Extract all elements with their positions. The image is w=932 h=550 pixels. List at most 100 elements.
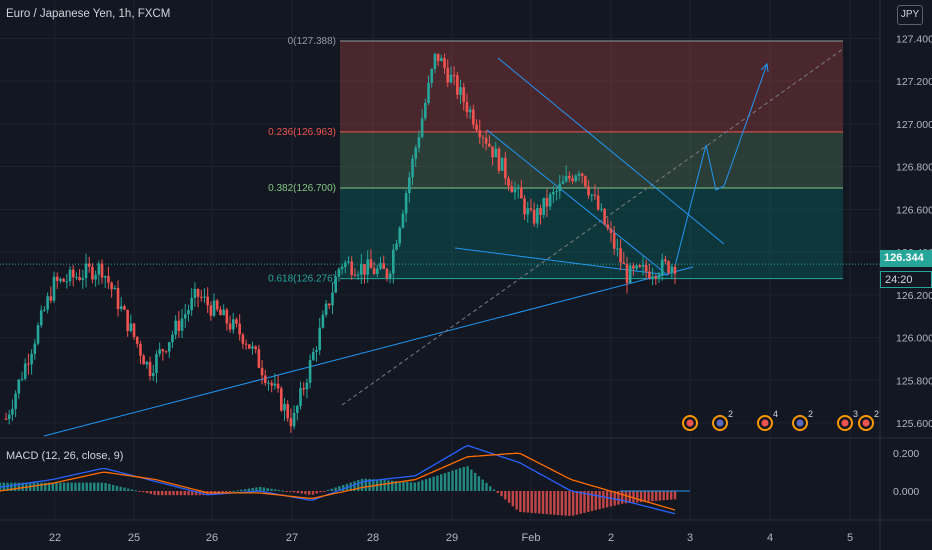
macd-histogram-bar (666, 491, 669, 500)
macd-histogram-bar (394, 481, 398, 491)
candle-body (7, 414, 11, 419)
time-tick-label: 4 (767, 532, 773, 544)
macd-histogram-bar (579, 491, 582, 514)
candle-body (4, 418, 8, 420)
candle-body (30, 353, 33, 365)
candle-body (420, 118, 424, 138)
currency-button[interactable]: JPY (897, 5, 923, 25)
macd-tick-label: 0.000 (893, 486, 919, 498)
candle-body (363, 264, 366, 275)
candle-body (625, 263, 629, 283)
candle-body (356, 274, 360, 276)
candle-body (468, 109, 472, 113)
candle-body (340, 266, 344, 269)
wedge-upper-line (497, 57, 725, 245)
flag-event-icon[interactable]: 4 (757, 409, 778, 431)
macd-histogram-bar (485, 482, 488, 491)
time-tick-label: 3 (687, 532, 693, 544)
candle-body (644, 265, 648, 272)
event-count: 4 (773, 409, 778, 419)
candle-body (516, 187, 520, 189)
macd-histogram-bar (594, 491, 598, 511)
macd-histogram-bar (262, 487, 266, 491)
globe-event-icon[interactable]: 2 (792, 409, 813, 431)
candle-body (46, 296, 49, 310)
macd-histogram-bar (334, 487, 337, 491)
flag-event-icon[interactable] (682, 415, 698, 431)
macd-histogram-bar (281, 490, 285, 492)
candle-body (331, 292, 334, 306)
candle-body (263, 375, 267, 384)
macd-histogram-bar (564, 491, 567, 516)
event-count: 2 (808, 409, 813, 419)
candle-body (632, 265, 635, 269)
macd-histogram-bar (357, 480, 360, 491)
macd-histogram-bar (560, 491, 564, 516)
candle-body (372, 268, 376, 274)
macd-histogram-bar (477, 476, 481, 491)
candle-body (78, 277, 81, 280)
candle-body (43, 309, 46, 311)
macd-histogram-bar (70, 482, 73, 491)
candle-body (542, 197, 546, 215)
candle-body (225, 309, 229, 324)
candle-body (139, 343, 142, 356)
macd-histogram-bar (383, 480, 386, 491)
projection-dashed-line (341, 48, 844, 406)
globe-event-icon-core (796, 419, 804, 427)
macd-histogram-bar (545, 491, 548, 515)
globe-event-icon[interactable]: 2 (712, 409, 733, 431)
macd-histogram-bar (522, 491, 526, 513)
event-count: 3 (853, 409, 858, 419)
macd-histogram-bar (462, 467, 466, 491)
candle-body (606, 224, 610, 229)
macd-histogram-bar (93, 482, 96, 491)
macd-histogram-bar (21, 482, 24, 491)
candle-body (135, 336, 139, 344)
macd-histogram-bar (36, 482, 39, 491)
candle-body (513, 188, 517, 193)
macd-histogram-bar (13, 482, 17, 491)
macd-indicator-label[interactable]: MACD (12, 26, close, 9) (6, 450, 124, 462)
candle-body (580, 173, 584, 176)
candle-body (276, 383, 280, 389)
candle-body (360, 264, 363, 275)
candle-body (670, 266, 674, 273)
macd-histogram-bar (613, 491, 616, 506)
candle-body (347, 261, 350, 263)
flag-event-icon-core (686, 419, 694, 427)
macd-histogram-bar (308, 491, 311, 495)
flag-event-icon[interactable]: 3 (837, 409, 858, 431)
macd-histogram-bar (417, 481, 420, 491)
candle-body (488, 143, 491, 147)
candle-body (398, 227, 402, 244)
time-tick-label: 22 (49, 532, 61, 544)
candle-body (167, 342, 171, 352)
candle-body (552, 191, 555, 195)
fib-zone (340, 41, 843, 132)
time-tick-label: 2 (608, 532, 614, 544)
candle-body (395, 243, 398, 250)
macd-histogram-bar (119, 486, 122, 491)
macd-histogram-bar (258, 486, 262, 491)
candle-body (59, 278, 62, 281)
macd-histogram-bar (575, 491, 579, 515)
macd-histogram-bar (240, 489, 243, 491)
candle-body (235, 319, 238, 324)
candle-body (392, 249, 395, 274)
macd-histogram-bar (511, 491, 515, 507)
candle-body (55, 276, 59, 281)
macd-histogram-bar (100, 482, 104, 491)
flag-event-icon[interactable]: 2 (858, 409, 879, 431)
macd-histogram-bar (455, 469, 458, 491)
candle-body (158, 349, 161, 354)
macd-histogram-bar (636, 491, 639, 503)
candle-body (148, 361, 152, 377)
macd-histogram-bar (583, 491, 586, 513)
macd-histogram-bar (89, 482, 92, 491)
macd-histogram-bar (654, 491, 658, 501)
candle-body (555, 191, 558, 193)
candle-body (385, 268, 389, 279)
macd-histogram-bar (160, 491, 164, 496)
